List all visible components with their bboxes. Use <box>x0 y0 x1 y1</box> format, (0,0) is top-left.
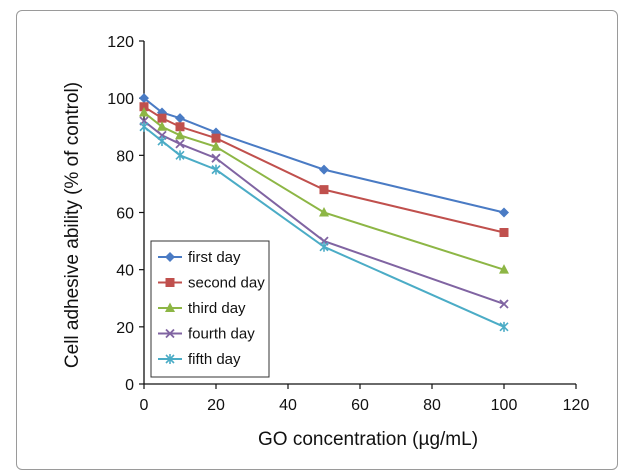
data-point <box>157 113 167 123</box>
data-point <box>175 150 185 161</box>
x-tick-label: 120 <box>563 397 590 414</box>
data-point <box>319 164 329 175</box>
data-point <box>175 129 185 140</box>
y-tick-label: 0 <box>125 377 134 394</box>
x-tick-label: 0 <box>140 397 149 414</box>
legend-item: first day <box>158 249 241 266</box>
data-point <box>499 299 509 309</box>
series-fifth-day <box>139 121 509 332</box>
series-second-day <box>139 102 509 238</box>
data-point <box>319 241 329 252</box>
data-point <box>499 207 509 218</box>
legend-label: third day <box>188 300 246 317</box>
data-point <box>139 121 149 132</box>
legend-item: third day <box>158 300 246 317</box>
x-tick-label: 100 <box>491 397 518 414</box>
legend-item: fourth day <box>158 326 255 343</box>
legend: first day second day third day fourth day fi… <box>150 240 270 378</box>
data-point <box>211 153 221 163</box>
data-point <box>211 164 221 175</box>
legend-label: second day <box>188 275 265 292</box>
legend-marker <box>165 328 175 339</box>
series-layer <box>139 93 509 332</box>
data-point <box>175 113 185 124</box>
legend-label: first day <box>188 249 241 266</box>
data-point <box>319 207 329 217</box>
x-tick-label: 20 <box>207 397 225 414</box>
legend-label: fourth day <box>188 326 255 343</box>
data-point <box>157 136 167 147</box>
y-tick-label: 100 <box>107 91 134 108</box>
legend-label: fifth day <box>188 351 241 368</box>
legend-item: second day <box>158 275 265 292</box>
data-point <box>139 93 149 104</box>
legend-marker <box>165 354 175 364</box>
x-tick-label: 80 <box>423 397 441 414</box>
x-axis-ticks: 0 20 40 60 80 100 120 <box>140 384 590 414</box>
y-tick-label: 80 <box>116 148 134 165</box>
data-point <box>175 139 185 149</box>
y-tick-label: 20 <box>116 320 134 337</box>
x-axis-label: GO concentration (µg/mL) <box>258 429 478 450</box>
data-point <box>319 185 329 195</box>
data-point <box>157 121 167 131</box>
figure-frame <box>16 10 618 470</box>
series-third-day <box>139 106 509 274</box>
data-point <box>175 122 185 132</box>
y-tick-label: 40 <box>116 263 134 280</box>
data-point <box>499 264 509 274</box>
legend-marker <box>165 252 175 262</box>
data-point <box>211 141 221 151</box>
y-axis-ticks: 0 20 40 60 80 100 120 <box>107 34 144 394</box>
y-tick-label: 120 <box>107 34 134 51</box>
data-point <box>499 321 509 332</box>
y-tick-label: 60 <box>116 206 134 223</box>
data-point <box>139 102 149 112</box>
legend-item: fifth day <box>158 351 241 368</box>
series-line <box>143 111 505 271</box>
legend-marker <box>165 302 175 312</box>
x-tick-label: 40 <box>279 397 297 414</box>
legend-items: first day second day third day fourth day fi… <box>158 249 265 368</box>
series-line <box>143 97 505 214</box>
y-axis-label: Cell adhesive ability (% of control) <box>62 82 83 368</box>
x-tick-label: 60 <box>351 397 369 414</box>
series-first-day <box>139 93 509 218</box>
legend-marker <box>165 278 175 287</box>
data-point <box>499 228 509 238</box>
line-chart: 0 20 40 60 80 100 120 0 20 40 60 80 100 120 Cell adh… <box>62 34 590 450</box>
data-point <box>139 106 149 117</box>
data-point <box>211 133 221 143</box>
